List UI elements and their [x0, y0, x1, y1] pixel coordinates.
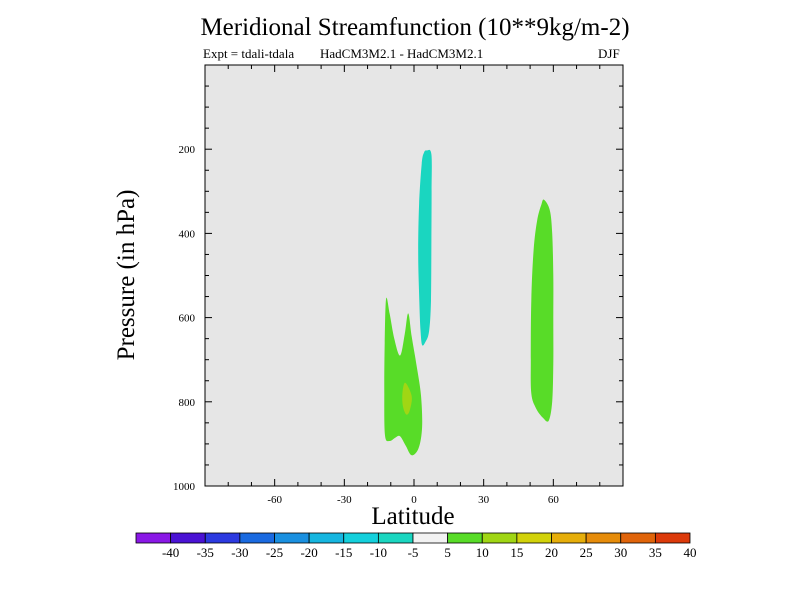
colorbar-label: -5	[408, 545, 419, 560]
colorbar-swatch	[377, 532, 414, 544]
colorbar-label: 10	[476, 545, 489, 560]
colorbar-swatch	[654, 532, 691, 544]
axis-ticks: 200 400 600 800 1000 -60 -30 0 30 60	[173, 65, 623, 506]
positive-max	[402, 382, 412, 415]
colorbar-label: -30	[231, 545, 248, 560]
y-axis-label: Pressure (in hPa)	[113, 189, 140, 361]
chart-title: Meridional Streamfunction (10**9kg/m-2)	[200, 14, 630, 41]
colorbar-swatch	[412, 532, 449, 544]
positive-cell-upper	[530, 199, 554, 422]
colorbar-label: 25	[580, 545, 593, 560]
colorbar-label: -15	[335, 545, 352, 560]
colorbar-label: -20	[300, 545, 317, 560]
colorbar-label: -35	[197, 545, 214, 560]
colorbar-swatch	[239, 532, 275, 544]
colorbar: -40 -35 -30 -25 -20 -15 -10 -5 5 10 15 20 25 30 35 40	[135, 532, 697, 560]
colorbar-label: 35	[649, 545, 662, 560]
y-tick-label: 600	[179, 313, 196, 325]
colorbar-label: 20	[545, 545, 558, 560]
contour-regions	[384, 149, 554, 456]
x-tick-label: -30	[337, 494, 352, 506]
colorbar-swatch	[170, 532, 206, 544]
x-tick-label: 0	[411, 494, 417, 506]
colorbar-swatch	[516, 532, 552, 544]
colorbar-swatch	[551, 532, 587, 544]
x-tick-label: 60	[548, 494, 560, 506]
colorbar-label: -10	[370, 545, 387, 560]
experiment-label: Expt = tdali-tdala	[203, 46, 295, 61]
colorbar-swatch	[481, 532, 518, 544]
colorbar-label: 5	[444, 545, 451, 560]
colorbar-swatch	[204, 532, 241, 544]
colorbar-label: -25	[266, 545, 283, 560]
colorbar-swatch	[135, 532, 172, 544]
y-tick-label: 1000	[173, 481, 196, 493]
colorbar-label: 15	[510, 545, 523, 560]
y-tick-label: 200	[179, 144, 196, 156]
y-tick-label: 800	[179, 397, 196, 409]
negative-cell	[418, 149, 432, 346]
x-tick-label: -60	[267, 494, 282, 506]
colorbar-swatch	[343, 532, 379, 544]
colorbar-label: 40	[684, 545, 697, 560]
colorbar-swatch	[620, 532, 656, 544]
colorbar-swatch	[447, 532, 483, 544]
colorbar-label: 30	[614, 545, 627, 560]
colorbar-swatch	[308, 532, 345, 544]
y-tick-label: 400	[179, 228, 196, 240]
model-label: HadCM3M2.1 - HadCM3M2.1	[320, 46, 484, 61]
plot-frame	[204, 64, 624, 487]
colorbar-swatch	[274, 532, 310, 544]
x-tick-label: 30	[478, 494, 490, 506]
positive-cell-lower	[384, 297, 423, 456]
colorbar-label: -40	[162, 545, 179, 560]
colorbar-swatch	[585, 532, 622, 544]
season-label: DJF	[598, 46, 620, 61]
x-axis-label: Latitude	[371, 503, 455, 530]
